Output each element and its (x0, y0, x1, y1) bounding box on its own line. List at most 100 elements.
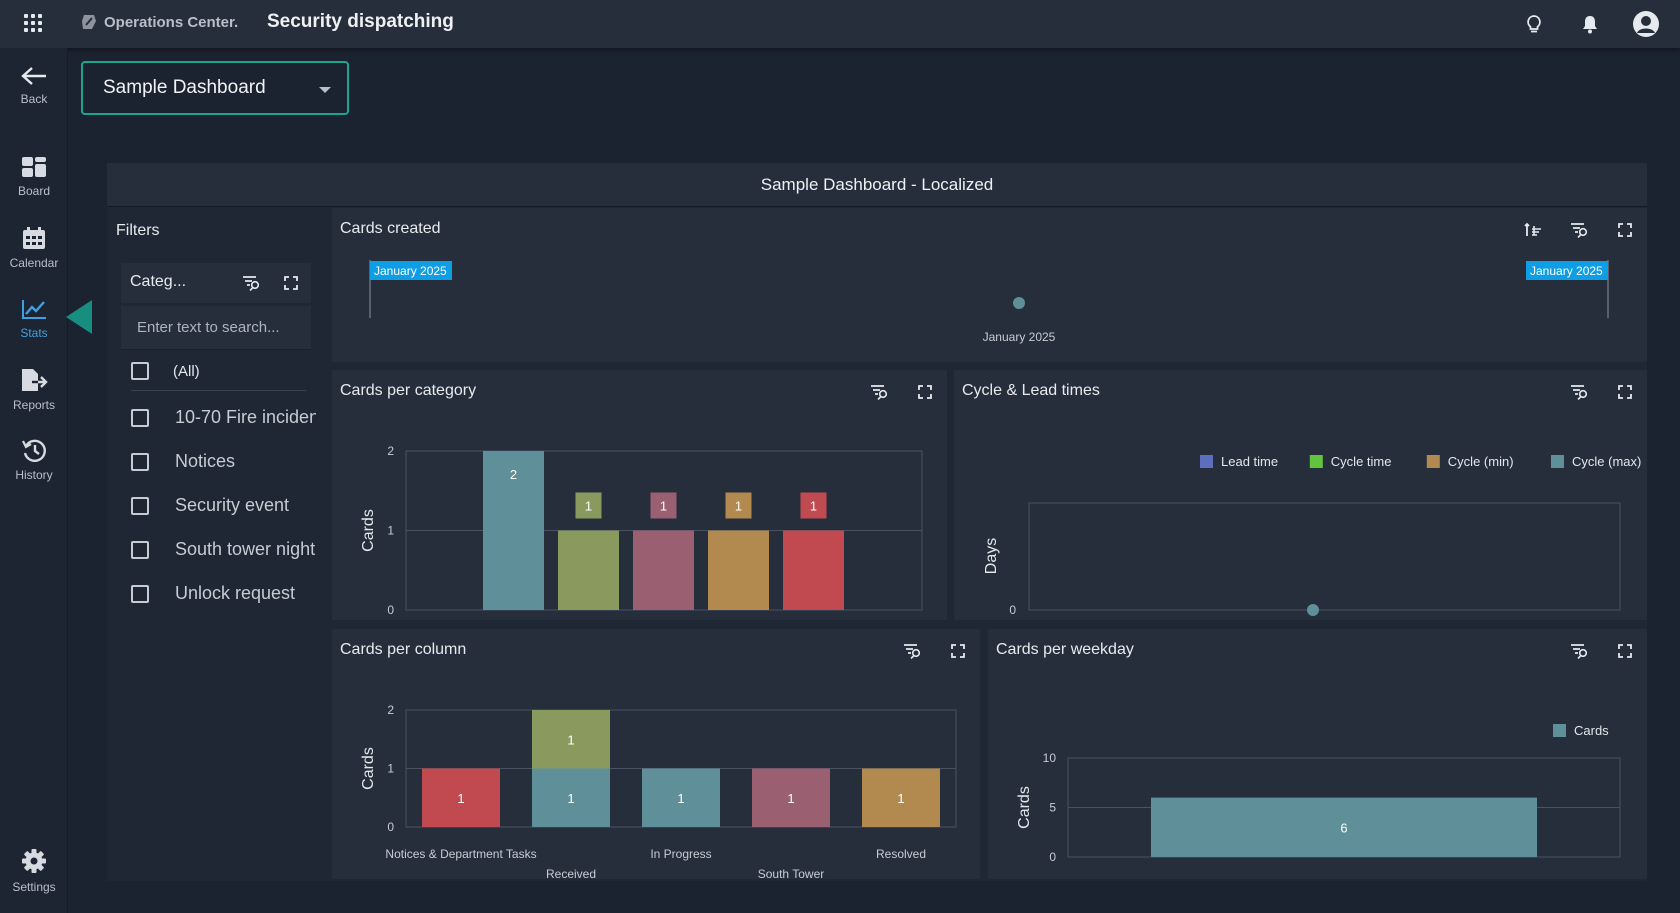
calendar-icon (23, 227, 45, 249)
nav-board[interactable]: Board (0, 156, 68, 216)
bar-value-label: 1 (810, 499, 817, 514)
maximize-icon[interactable] (915, 382, 935, 402)
filter-option-label: South tower night (175, 539, 316, 559)
nav-settings[interactable]: Settings (0, 848, 68, 908)
checkbox[interactable] (131, 584, 149, 603)
filter-option-label: Security event (175, 495, 290, 515)
nav-reports[interactable]: Reports (0, 368, 68, 428)
nav-back-label: Back (20, 92, 48, 106)
y-tick-label: 0 (1009, 603, 1016, 617)
data-point (1307, 604, 1319, 616)
y-tick-label: 10 (1043, 751, 1057, 765)
sort-icon[interactable] (1523, 220, 1543, 240)
value-tag (800, 492, 827, 519)
brand-mark-icon (82, 15, 96, 29)
filters-panel: Filters Categ... Enter text to search...… (107, 208, 325, 881)
bar-value-label: 1 (897, 791, 904, 806)
nav-calendar[interactable]: Calendar (0, 226, 68, 286)
nav-stats[interactable]: Stats (0, 298, 68, 358)
y-axis-label: Cards (360, 509, 377, 552)
nav-history-label: History (15, 468, 53, 482)
user-avatar-icon[interactable] (1630, 8, 1662, 40)
left-nav: Back Board Calendar Stats Reports Histor… (0, 48, 68, 913)
cards-per-weekday-title: Cards per weekday (996, 641, 1134, 658)
cycle-lead-title: Cycle & Lead times (962, 382, 1100, 399)
value-tag (575, 492, 602, 519)
range-end-label: January 2025 (1530, 264, 1603, 278)
filter-option-label: (All) (173, 362, 200, 380)
clear-filter-icon[interactable] (1569, 382, 1589, 402)
bar (862, 768, 940, 827)
y-tick-label: 0 (387, 820, 394, 834)
filter-option[interactable]: 10-70 Fire incident (131, 407, 316, 428)
filter-option-all[interactable]: (All) (131, 362, 200, 380)
page-title: Security dispatching (267, 11, 454, 32)
top-bar: Operations Center. Security dispatching (0, 0, 1680, 48)
checkbox[interactable] (131, 452, 149, 471)
nav-back[interactable]: Back (0, 66, 68, 126)
category-filter-header: Categ... (121, 263, 311, 303)
legend-swatch (1200, 455, 1213, 468)
clear-filter-icon[interactable] (1569, 220, 1589, 240)
lightbulb-icon[interactable] (1518, 8, 1550, 40)
divider (131, 390, 306, 391)
clear-filter-icon[interactable] (869, 382, 889, 402)
checkbox[interactable] (131, 540, 149, 559)
filter-option[interactable]: Unlock request (131, 583, 316, 604)
legend-label: Cards (1574, 723, 1609, 738)
brand-name: Operations Center. (104, 13, 239, 31)
cards-created-panel: Cards created January 2025 January 2025 Ja… (332, 208, 1647, 362)
filter-option-label: Notices (175, 451, 236, 471)
plot-frame (1028, 502, 1621, 611)
y-axis-label: Cards (360, 747, 377, 790)
category-search-input[interactable]: Enter text to search... (121, 306, 311, 350)
maximize-icon[interactable] (948, 641, 968, 661)
legend-label: Cycle time (1331, 454, 1392, 469)
cards-per-category-panel: Cards per category 012Cards21111Total (332, 370, 947, 620)
category-filter-label: Categ... (130, 273, 187, 290)
checkbox[interactable] (131, 362, 149, 380)
cards-per-category-chart: 012Cards21111Total (360, 444, 923, 617)
value-tag (650, 492, 677, 519)
legend-label: Cycle (min) (1448, 454, 1514, 469)
filter-option[interactable]: Security event (131, 495, 316, 516)
bar (532, 768, 610, 827)
nav-history[interactable]: History (0, 438, 68, 498)
y-tick-label: 1 (387, 762, 394, 776)
bar (558, 530, 619, 610)
checkbox[interactable] (131, 496, 149, 515)
checkbox[interactable] (131, 408, 149, 427)
y-tick-label: 2 (387, 703, 394, 717)
bar (633, 530, 694, 610)
bell-icon[interactable] (1574, 8, 1606, 40)
cards-per-column-panel: Cards per column 0 1 2 Cards 1 Notices & Depa… (332, 629, 980, 879)
filter-option-label: Unlock request (175, 583, 296, 603)
y-tick-label: 0 (1049, 850, 1056, 864)
legend-swatch (1551, 455, 1564, 468)
clear-filter-icon[interactable] (902, 641, 922, 661)
filter-option[interactable]: South tower night (131, 539, 316, 560)
legend-swatch (1553, 724, 1566, 737)
y-tick-label: 1 (387, 524, 394, 538)
cards-per-column-title: Cards per column (340, 641, 467, 658)
maximize-icon[interactable] (1615, 220, 1635, 240)
cards-per-column-chart: 0 1 2 Cards 1 Notices & Department Tasks 1 1 Rec… (360, 703, 957, 879)
app-grid-icon[interactable] (24, 14, 42, 32)
gear-icon (22, 849, 46, 873)
legend-swatch (1309, 455, 1323, 468)
maximize-icon[interactable] (281, 273, 301, 293)
category-filter: Categ... Enter text to search... (121, 263, 311, 353)
range-start-label: January 2025 (374, 264, 447, 278)
category-search-placeholder: Enter text to search... (137, 319, 280, 336)
active-nav-indicator (66, 300, 92, 334)
range-start-tag (370, 261, 452, 280)
maximize-icon[interactable] (1615, 382, 1635, 402)
maximize-icon[interactable] (1615, 641, 1635, 661)
legend-swatch (1426, 455, 1440, 468)
dashboard-select[interactable]: Sample Dashboard (81, 61, 349, 115)
clear-filter-icon[interactable] (241, 273, 261, 293)
nav-board-label: Board (17, 184, 51, 198)
filter-option[interactable]: Notices (131, 451, 316, 472)
bar (422, 768, 500, 827)
clear-filter-icon[interactable] (1569, 641, 1589, 661)
